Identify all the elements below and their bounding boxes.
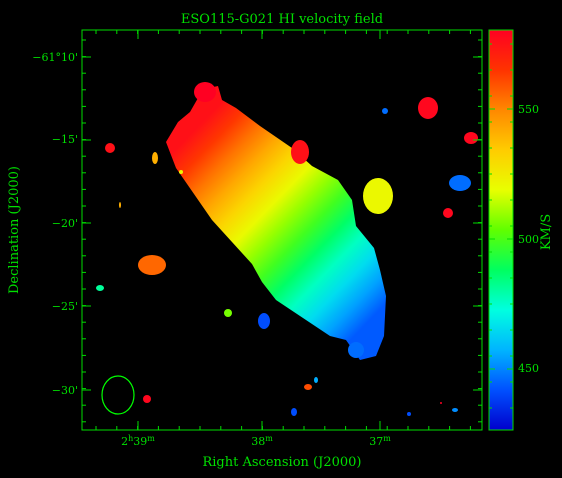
emission-clump xyxy=(138,255,166,275)
x-tick-0-hour-unit: h xyxy=(128,434,133,443)
emission-clump xyxy=(224,309,232,317)
emission-clump xyxy=(105,143,115,153)
emission-clump xyxy=(291,140,309,164)
x-tick-2-minutes: 37 xyxy=(369,435,383,448)
emission-clump xyxy=(382,108,388,114)
x-axis-label: Right Ascension (J2000) xyxy=(202,455,361,470)
colorbar-ticks xyxy=(489,43,513,409)
x-tick-label-0: 2h39m xyxy=(121,434,155,448)
y-tick-label-3: −25' xyxy=(52,300,78,313)
colorbar-tick-label-1: 500 xyxy=(518,233,539,246)
x-tick-label-2: 37m xyxy=(369,434,391,448)
y-tick-label-1: −15' xyxy=(52,133,78,146)
emission-clump xyxy=(304,384,312,390)
emission-clump xyxy=(348,342,364,358)
emission-clump xyxy=(407,412,411,416)
y-tick-label-4: −30' xyxy=(52,384,78,397)
colorbar xyxy=(488,29,514,431)
emission-clump xyxy=(291,408,297,416)
emission-clump xyxy=(449,175,471,191)
chart-title: ESO115-G021 HI velocity field xyxy=(181,12,383,27)
emission-clump xyxy=(314,377,318,383)
x-tick-0-minute-unit: m xyxy=(147,434,155,443)
beam-ellipse xyxy=(101,375,135,415)
colorbar-tick-label-0: 550 xyxy=(518,103,539,116)
x-tick-0-minutes: 39 xyxy=(133,435,147,448)
colorbar-tick-label-2: 450 xyxy=(518,362,539,375)
colorbar-label: KM/S xyxy=(539,214,554,250)
emission-clump xyxy=(179,170,183,174)
emission-clump xyxy=(143,395,151,403)
emission-clump xyxy=(452,408,458,412)
emission-clump xyxy=(96,285,104,291)
axis-ticks xyxy=(82,30,482,430)
emission-clump xyxy=(418,97,438,119)
galaxy-velocity-field xyxy=(166,86,386,360)
x-tick-1-minute-unit: m xyxy=(265,434,273,443)
x-tick-0-hours: 2 xyxy=(121,435,128,448)
x-tick-2-minute-unit: m xyxy=(383,434,391,443)
emission-clump xyxy=(464,132,478,144)
emission-clump xyxy=(258,313,270,329)
plot-frame xyxy=(81,29,483,431)
y-tick-label-2: −20' xyxy=(52,217,78,230)
x-tick-1-minutes: 38 xyxy=(251,435,265,448)
y-tick-label-0: −61°10' xyxy=(32,51,78,64)
emission-clumps xyxy=(96,82,478,416)
emission-clump xyxy=(363,178,393,214)
emission-clump xyxy=(194,82,216,102)
emission-clump xyxy=(152,152,158,164)
x-tick-label-1: 38m xyxy=(251,434,273,448)
emission-clump xyxy=(119,202,121,208)
emission-clump xyxy=(443,208,453,218)
y-axis-label: Declination (J2000) xyxy=(7,166,22,294)
emission-clump xyxy=(440,402,442,404)
